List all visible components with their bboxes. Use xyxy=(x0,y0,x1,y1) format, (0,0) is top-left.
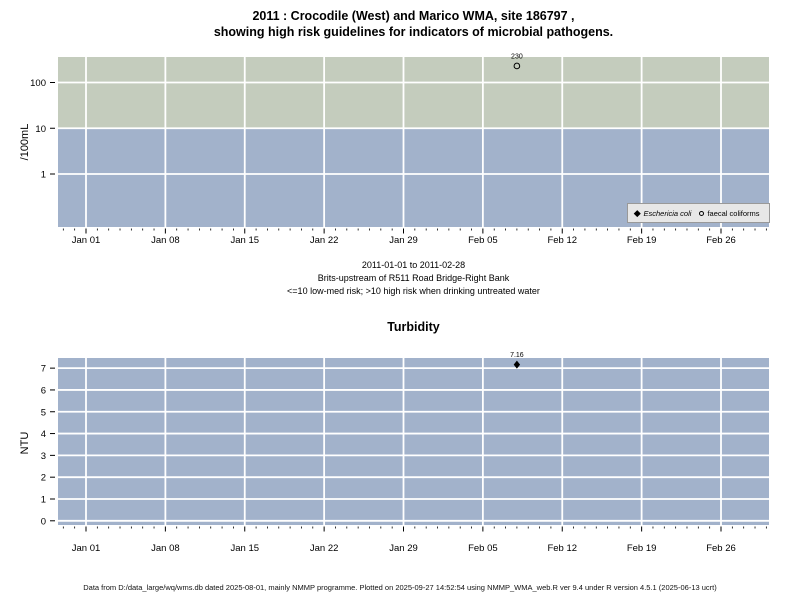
x-tick-label: Jan 22 xyxy=(310,235,339,246)
data-point-label: 7.16 xyxy=(510,352,524,359)
turbidity-chart: 7 6 5 4 3 2 1 0 Jan 01 Jan 08 Jan 15 Jan 22 Jan 29 Fe… xyxy=(41,352,769,554)
y-tick-label: 1 xyxy=(41,494,46,505)
x-tick-label: Jan 01 xyxy=(72,235,101,246)
x-tick-label: Feb 12 xyxy=(547,235,577,246)
filled-diamond-icon xyxy=(634,209,641,217)
x-tick-label: Jan 15 xyxy=(230,235,259,246)
x-tick-label: Jan 29 xyxy=(389,543,418,554)
y-tick-label: 7 xyxy=(41,364,46,375)
footer-provenance: Data from D:/data_large/wq/wms.db dated … xyxy=(83,583,717,592)
x-tick-label: Feb 19 xyxy=(627,543,657,554)
page-title-line1: 2011 : Crocodile (West) and Marico WMA, … xyxy=(252,9,575,23)
y-tick-label: 4 xyxy=(41,429,46,440)
y-tick-label: 1 xyxy=(41,170,46,181)
y-axis-title-ntu: NTU xyxy=(19,431,31,455)
microbial-pathogens-chart: 100 10 1 Jan 01 Jan 08 Jan 15 Jan 22 Jan 29 Feb … xyxy=(30,53,769,246)
legend-box: Eschericia coli faecal coliforms xyxy=(627,203,770,223)
subtitle-block: 2011-01-01 to 2011-02-28 Brits-upstream … xyxy=(58,259,769,298)
page-title: 2011 : Crocodile (West) and Marico WMA, … xyxy=(58,8,769,40)
x-tick-label: Feb 05 xyxy=(468,543,498,554)
site-caption: Brits-upstream of R511 Road Bridge-Right… xyxy=(317,273,510,283)
y-tick-label: 0 xyxy=(41,516,46,527)
y-axis-title-per-100ml: /100mL xyxy=(19,123,31,161)
x-tick-label: Feb 05 xyxy=(468,235,498,246)
x-tick-label: Jan 08 xyxy=(151,235,180,246)
x-tick-label: Feb 12 xyxy=(547,543,577,554)
page-title-line2: showing high risk guidelines for indicat… xyxy=(213,25,614,39)
y-tick-label: 3 xyxy=(41,451,46,462)
data-point-label: 230 xyxy=(511,53,523,60)
legend-label-faecal-coliforms: faecal coliforms xyxy=(707,208,760,218)
x-tick-label: Jan 15 xyxy=(230,543,259,554)
data-point-filled-diamond xyxy=(513,360,521,369)
y-tick-label: 6 xyxy=(41,385,46,396)
open-circle-icon xyxy=(699,210,705,216)
x-tick-label: Jan 08 xyxy=(151,543,180,554)
x-tick-label: Jan 29 xyxy=(389,235,418,246)
risk-guideline-caption: <=10 low-med risk; >10 high risk when dr… xyxy=(287,286,540,296)
x-tick-label: Feb 26 xyxy=(706,543,736,554)
x-tick-label: Jan 22 xyxy=(310,543,339,554)
y-tick-label: 5 xyxy=(41,407,46,418)
x-tick-label: Feb 19 xyxy=(627,235,657,246)
zone-band xyxy=(58,358,769,525)
x-tick-label: Jan 01 xyxy=(72,543,101,554)
data-point-open-circle xyxy=(513,62,521,70)
y-tick-label: 10 xyxy=(35,124,46,135)
zone-band xyxy=(58,57,769,129)
date-range-caption: 2011-01-01 to 2011-02-28 xyxy=(361,260,466,270)
y-tick-label: 2 xyxy=(41,473,46,484)
y-tick-label: 100 xyxy=(30,78,46,89)
legend-label-ecoli: Eschericia coli xyxy=(643,208,692,218)
x-tick-label: Feb 26 xyxy=(706,235,736,246)
turbidity-title: Turbidity xyxy=(387,320,440,334)
